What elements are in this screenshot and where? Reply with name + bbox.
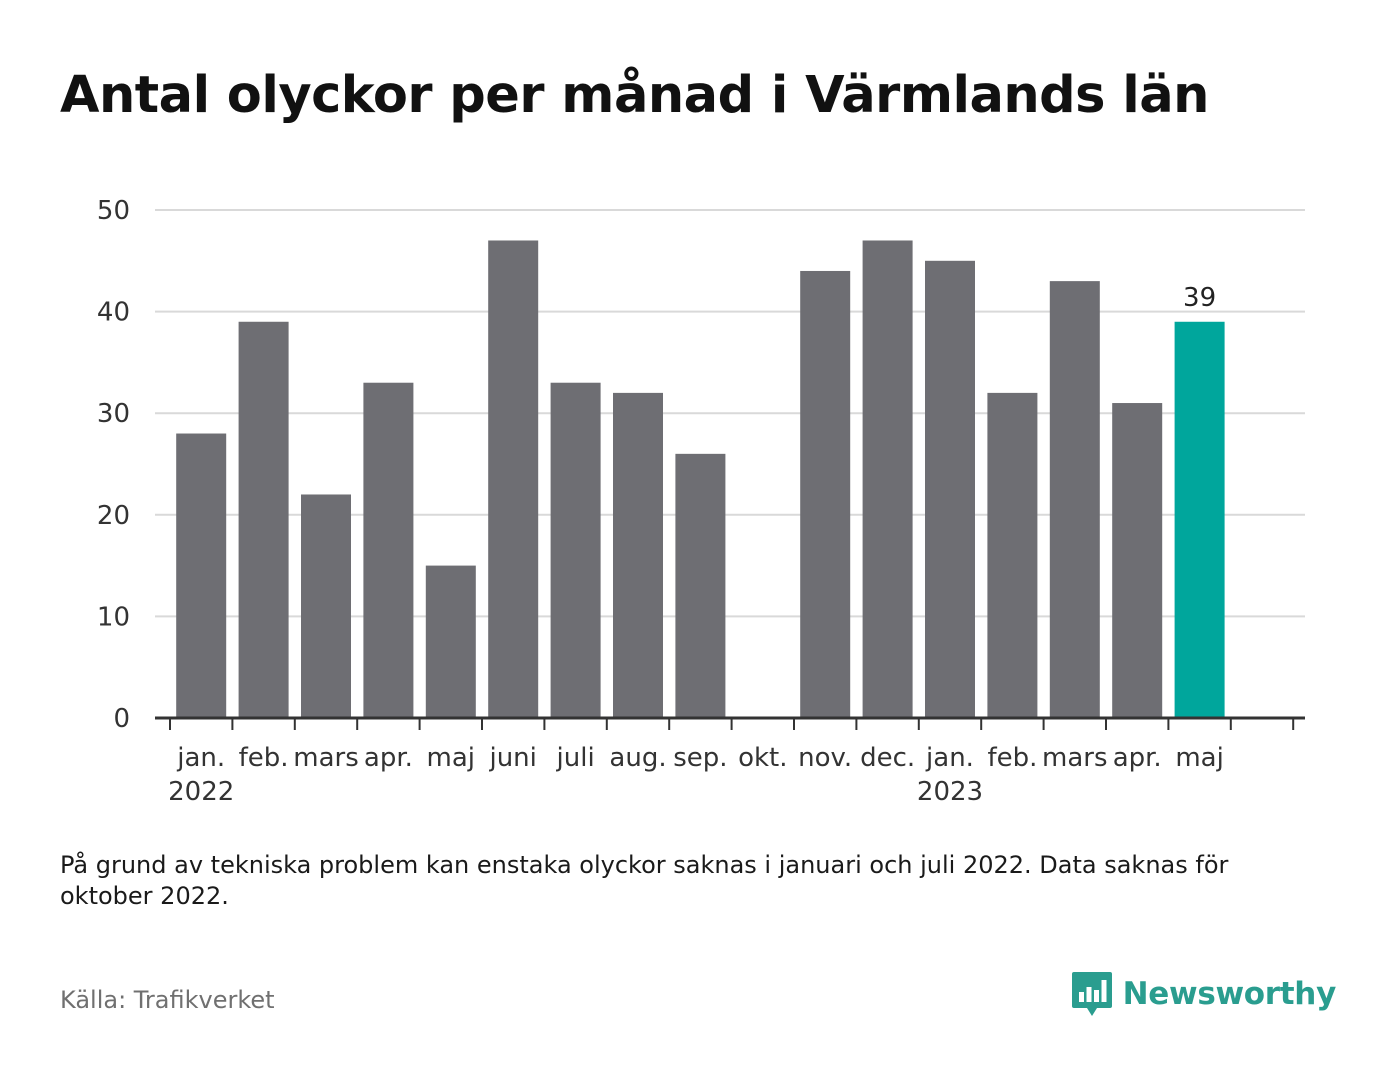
y-tick-label: 0	[113, 704, 130, 734]
bar	[301, 494, 351, 718]
x-tick-label: sep.	[673, 743, 727, 773]
bars	[176, 240, 1225, 718]
y-tick-label: 30	[97, 399, 130, 429]
bar	[550, 382, 601, 718]
footnote: På grund av tekniska problem kan enstaka…	[60, 851, 1229, 910]
x-axis	[155, 716, 1305, 730]
data-label: 39	[1183, 283, 1216, 313]
brand-name: Newsworthy	[1122, 976, 1337, 1012]
x-tick-label: mars	[293, 743, 359, 773]
bar	[363, 382, 414, 718]
x-tick-label: apr.	[364, 743, 413, 773]
bar	[1112, 403, 1163, 718]
x-tick-label: jan.	[176, 743, 225, 773]
bar	[238, 321, 289, 718]
x-tick-label: feb.	[987, 743, 1037, 773]
x-tick-label: juni	[488, 743, 536, 773]
x-tick-label: maj	[1175, 743, 1223, 773]
brand-logo[interactable]: Newsworthy	[1071, 970, 1336, 1018]
x-tick-label: maj	[427, 743, 475, 773]
y-tick-label: 50	[97, 196, 130, 226]
bar	[800, 270, 851, 718]
bar	[925, 260, 975, 718]
bar	[425, 565, 476, 718]
x-tick-label: aug.	[609, 743, 666, 773]
bar	[613, 392, 663, 718]
bar	[1049, 281, 1100, 718]
x-tick-label: juli	[556, 743, 595, 773]
bar-chart-speech-bubble-icon	[1071, 972, 1112, 1016]
chart-title: Antal olyckor per månad i Värmlands län	[60, 66, 1210, 125]
x-tick-label: apr.	[1113, 743, 1162, 773]
x-tick-label: nov.	[798, 743, 852, 773]
y-tick-label: 10	[97, 602, 130, 632]
x-tick-label: mars	[1042, 743, 1108, 773]
x-tick-label: okt.	[738, 743, 787, 773]
bar	[488, 240, 539, 718]
y-tick-label: 20	[97, 501, 130, 531]
x-tick-label: jan.	[925, 743, 974, 773]
source-credit: Källa: Trafikverket	[60, 986, 275, 1014]
x-tick-label: dec.	[860, 743, 915, 773]
bar	[176, 433, 227, 718]
bar-highlight	[1174, 321, 1225, 718]
bar	[862, 240, 913, 718]
data-labels: 39	[1183, 283, 1216, 313]
bar	[675, 453, 726, 718]
bar	[987, 392, 1038, 718]
y-axis-tick-labels: 0 10 20 30 40 50	[97, 196, 130, 734]
y-tick-label: 40	[97, 298, 130, 328]
x-year-label: 2023	[917, 777, 983, 807]
x-tick-label: feb.	[239, 743, 289, 773]
x-year-label: 2022	[168, 777, 234, 807]
